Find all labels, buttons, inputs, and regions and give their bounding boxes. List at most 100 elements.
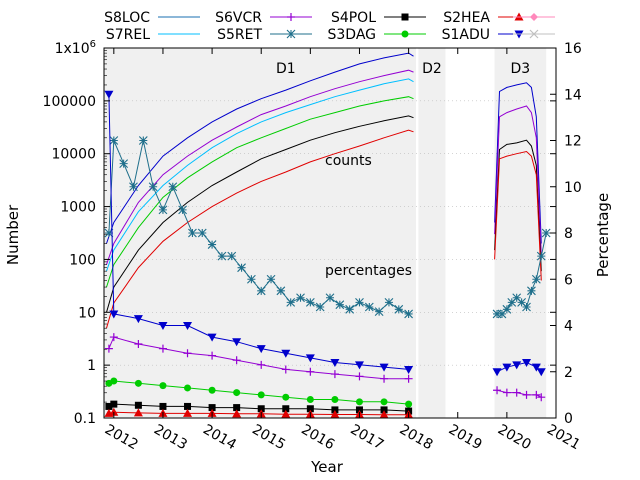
legend-label: S5RET	[217, 27, 262, 43]
data-point	[541, 228, 551, 238]
x-tick-label: 2013	[151, 422, 190, 454]
data-point	[237, 263, 246, 273]
period-labels: D1 D2 D3	[276, 61, 530, 77]
period-label-d3: D3	[511, 61, 531, 77]
data-point	[354, 361, 364, 370]
data-point	[109, 407, 119, 416]
data-point	[281, 365, 290, 374]
data-point	[522, 390, 531, 399]
data-point	[379, 363, 389, 372]
legend-marker	[530, 13, 538, 21]
y2-tick-label: 16	[564, 41, 582, 57]
data-point	[158, 344, 167, 353]
data-point	[331, 406, 339, 414]
data-point	[306, 367, 315, 376]
data-point	[256, 345, 266, 354]
data-point	[232, 356, 241, 365]
percentage-line	[108, 411, 409, 416]
data-point	[379, 410, 389, 419]
data-point	[109, 310, 119, 319]
legend-label: S4POL	[331, 10, 376, 26]
data-point	[183, 408, 193, 417]
legend-label: S8LOC	[104, 10, 150, 26]
data-point	[502, 363, 512, 372]
data-point	[133, 315, 143, 324]
data-point	[404, 309, 413, 319]
legend-marker	[401, 30, 409, 38]
data-point	[158, 322, 168, 330]
data-point	[208, 404, 216, 412]
data-point	[330, 410, 340, 419]
data-point	[282, 405, 290, 413]
y2-tick-label: 12	[564, 134, 582, 150]
x-axis-label: Year	[310, 458, 344, 476]
percentage-lines	[104, 90, 551, 419]
period-label-d2: D2	[422, 61, 442, 77]
x-tick-label: 2018	[397, 422, 436, 454]
data-point	[380, 374, 389, 383]
annotation-counts: counts	[325, 153, 372, 169]
data-point	[159, 402, 167, 410]
x-tick-label: 2020	[495, 422, 534, 454]
data-point	[109, 136, 119, 145]
data-point	[394, 304, 404, 314]
data-point	[217, 251, 227, 261]
data-point	[178, 205, 187, 215]
x-tick-label: 2019	[446, 422, 485, 454]
data-point	[345, 304, 355, 314]
data-point	[517, 297, 526, 307]
data-point	[306, 405, 314, 413]
y-tick-label: 100000	[43, 94, 96, 110]
data-point	[109, 333, 118, 342]
data-point	[247, 274, 256, 284]
data-point	[315, 302, 325, 312]
x-tick-label: 2016	[298, 422, 337, 454]
data-point	[148, 182, 158, 192]
data-point	[184, 402, 192, 410]
data-point	[232, 338, 242, 347]
data-point	[502, 388, 511, 397]
legend-label: S1ADU	[442, 27, 490, 43]
x-tick-label: 2012	[102, 422, 141, 454]
data-point	[104, 344, 113, 353]
data-point	[168, 182, 178, 192]
x-tick-label: 2015	[249, 422, 288, 454]
counts-line	[106, 69, 414, 265]
data-point	[119, 159, 129, 169]
y-tick-label: 1	[87, 358, 96, 374]
y2-tick-label: 14	[564, 87, 582, 103]
data-point	[532, 390, 541, 399]
legend-marker	[401, 13, 409, 21]
data-point	[188, 228, 197, 238]
data-point	[331, 396, 339, 403]
data-point	[512, 361, 522, 370]
shaded-periods	[104, 48, 547, 418]
data-point	[138, 136, 148, 145]
data-point	[276, 286, 286, 296]
data-point	[364, 302, 374, 312]
data-point	[183, 322, 193, 330]
data-point	[296, 293, 305, 303]
percentage-line	[108, 94, 409, 370]
data-point	[184, 384, 192, 392]
data-point	[330, 370, 339, 379]
data-point	[227, 251, 237, 261]
data-point	[158, 205, 168, 215]
data-point	[507, 297, 517, 307]
data-point	[404, 374, 413, 383]
data-point	[522, 302, 531, 312]
data-point	[257, 405, 265, 413]
counts-line	[106, 115, 414, 313]
y-axis-ticks: 0.1 1 10 100 1000 10000 100000 1x106	[43, 39, 556, 427]
data-point	[492, 368, 502, 377]
annotation-percentages: percentages	[325, 263, 412, 279]
counts-line	[106, 78, 414, 272]
y2-tick-label: 10	[564, 180, 582, 196]
legend-marker	[286, 29, 296, 39]
data-point	[531, 363, 541, 372]
data-point	[207, 333, 217, 342]
period-label-d1: D1	[276, 61, 296, 77]
data-point	[306, 396, 314, 403]
